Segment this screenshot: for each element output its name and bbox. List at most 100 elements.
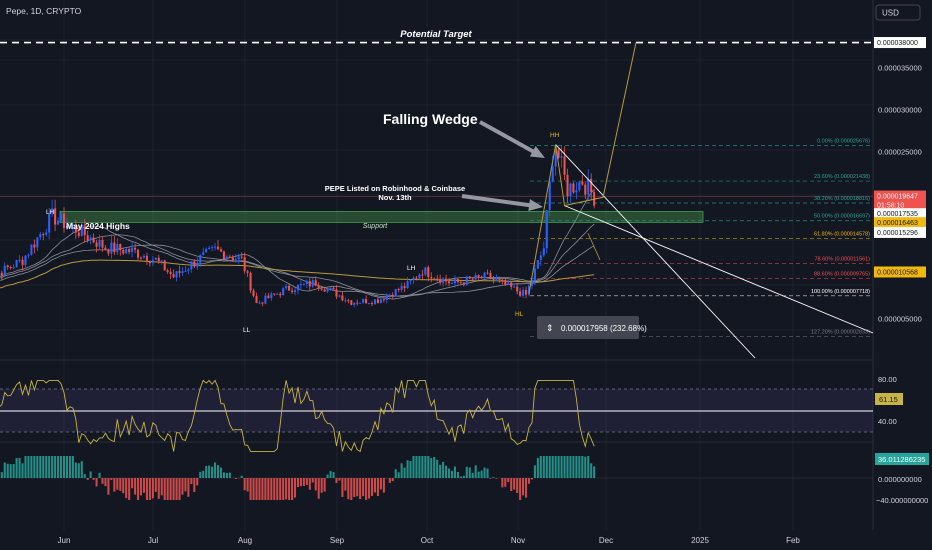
candle-body[interactable] — [504, 279, 507, 285]
candle-body[interactable] — [104, 247, 107, 250]
candle-body[interactable] — [9, 267, 12, 269]
candle-body[interactable] — [202, 252, 205, 256]
candle-body[interactable] — [51, 208, 54, 214]
candle-body[interactable] — [145, 255, 148, 262]
candle-body[interactable] — [314, 280, 317, 286]
candle-body[interactable] — [249, 272, 252, 291]
candle-body[interactable] — [18, 259, 21, 261]
candle-body[interactable] — [376, 299, 379, 304]
candle-body[interactable] — [119, 243, 122, 250]
candle-body[interactable] — [293, 290, 297, 293]
candle-body[interactable] — [507, 282, 510, 285]
candle-body[interactable] — [282, 288, 285, 296]
candle-body[interactable] — [6, 265, 9, 268]
candle-body[interactable] — [498, 279, 501, 281]
candle-body[interactable] — [62, 213, 66, 228]
candle-body[interactable] — [415, 277, 418, 279]
candle-body[interactable] — [24, 255, 27, 266]
candle-body[interactable] — [569, 183, 572, 197]
candle-body[interactable] — [317, 285, 320, 289]
candle-body[interactable] — [513, 286, 516, 288]
candle-body[interactable] — [329, 287, 332, 289]
candle-body[interactable] — [335, 289, 338, 297]
projection-path[interactable] — [528, 42, 637, 294]
candle-body[interactable] — [208, 247, 211, 250]
candle-body[interactable] — [554, 149, 557, 167]
candle-body[interactable] — [548, 181, 551, 211]
candle-body[interactable] — [258, 302, 261, 304]
candle-body[interactable] — [365, 299, 368, 304]
candle-body[interactable] — [83, 225, 86, 236]
candle-body[interactable] — [77, 232, 80, 236]
trend-drawings[interactable] — [0, 41, 874, 359]
candle-body[interactable] — [228, 256, 231, 258]
candle-body[interactable] — [439, 278, 442, 283]
candle-body[interactable] — [299, 284, 302, 286]
candle-body[interactable] — [450, 283, 454, 285]
candle-body[interactable] — [557, 149, 560, 158]
price-badge[interactable] — [874, 217, 926, 229]
candle-body[interactable] — [157, 257, 160, 262]
candle-body[interactable] — [270, 293, 273, 299]
candle-body[interactable] — [113, 242, 116, 253]
candle-body[interactable] — [12, 267, 15, 269]
candle-body[interactable] — [211, 246, 214, 248]
candle-body[interactable] — [480, 276, 483, 279]
price-axis[interactable]: 0.000035000 0.000030000 0.000025000 0.00000… — [874, 37, 926, 324]
candle-body[interactable] — [30, 244, 33, 255]
candle-body[interactable] — [442, 278, 445, 283]
candle-body[interactable] — [388, 294, 391, 296]
time-axis[interactable]: Jun Jul Aug Sep Oct Nov Dec 2025 Feb — [58, 536, 801, 545]
candle-body[interactable] — [273, 293, 276, 295]
measure-box[interactable] — [537, 316, 639, 339]
candle-body[interactable] — [154, 257, 157, 260]
candle-body[interactable] — [89, 237, 92, 241]
currency-button[interactable] — [875, 4, 921, 21]
candle-body[interactable] — [3, 265, 6, 276]
candle-body[interactable] — [288, 285, 291, 291]
price-badge[interactable] — [874, 190, 926, 211]
candle-body[interactable] — [524, 289, 528, 295]
candle-body[interactable] — [385, 295, 388, 301]
candle-body[interactable] — [332, 287, 335, 290]
candle-body[interactable] — [575, 190, 578, 193]
candle-body[interactable] — [214, 246, 217, 248]
candle-body[interactable] — [222, 251, 225, 260]
candle-body[interactable] — [246, 271, 249, 273]
candle-body[interactable] — [48, 213, 51, 233]
candle-body[interactable] — [172, 273, 175, 278]
candle-body[interactable] — [566, 174, 569, 197]
candle-body[interactable] — [560, 156, 563, 158]
candle-body[interactable] — [530, 280, 533, 286]
candle-body[interactable] — [42, 234, 45, 236]
candle-body[interactable] — [453, 279, 456, 284]
candle-body[interactable] — [489, 272, 492, 279]
candle-body[interactable] — [219, 249, 223, 252]
candle-body[interactable] — [65, 225, 68, 228]
candle-body[interactable] — [36, 237, 39, 248]
candle-body[interactable] — [264, 295, 267, 304]
candle-body[interactable] — [501, 279, 504, 281]
candle-body[interactable] — [391, 294, 394, 297]
candle-body[interactable] — [45, 232, 48, 235]
candle-body[interactable] — [151, 259, 154, 264]
candle-body[interactable] — [338, 295, 341, 297]
price-badge[interactable] — [874, 266, 926, 278]
candle-body[interactable] — [107, 249, 110, 254]
candle-body[interactable] — [483, 272, 486, 279]
candle-body[interactable] — [519, 291, 522, 296]
candle-body[interactable] — [225, 256, 228, 260]
candle-body[interactable] — [403, 286, 406, 289]
candle-body[interactable] — [255, 295, 258, 303]
candle-body[interactable] — [196, 262, 199, 267]
candle-body[interactable] — [237, 256, 240, 260]
candle-body[interactable] — [27, 254, 30, 256]
candle-body[interactable] — [465, 276, 468, 285]
wedge-lower-line[interactable] — [564, 205, 874, 334]
candle-body[interactable] — [445, 278, 448, 282]
candle-body[interactable] — [15, 259, 18, 268]
support-box[interactable] — [59, 211, 704, 223]
candle-body[interactable] — [516, 286, 519, 292]
candle-body[interactable] — [74, 224, 77, 233]
